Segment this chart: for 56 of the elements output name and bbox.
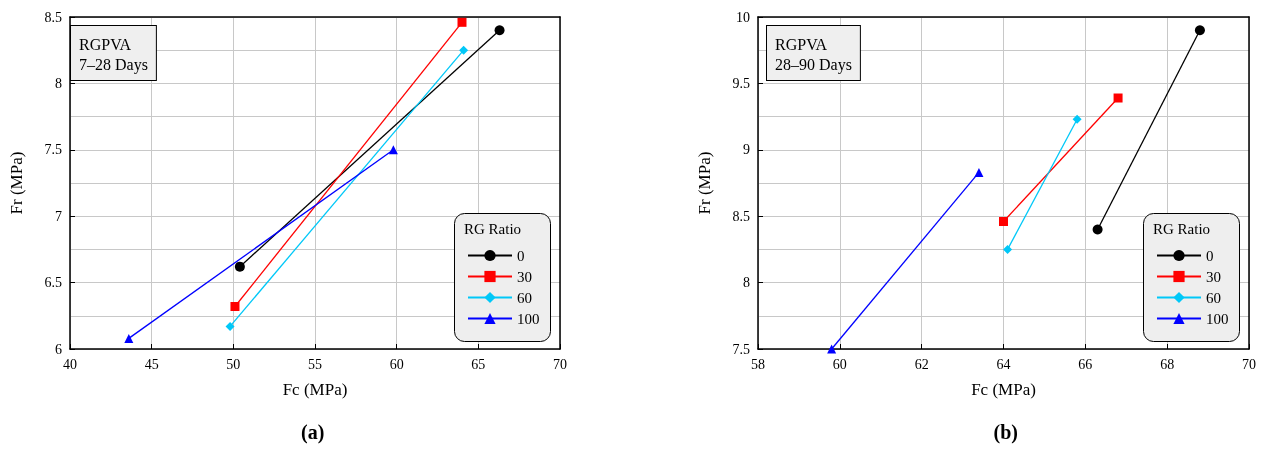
y-tick-label: 7.5	[732, 341, 750, 357]
x-tick-label: 65	[471, 356, 486, 372]
legend-title: RG Ratio	[464, 220, 522, 237]
x-tick-label: 70	[553, 356, 567, 372]
y-axis-title: Fr (MPa)	[695, 151, 714, 215]
y-tick-label: 10	[736, 9, 750, 25]
text: (b)	[993, 421, 1018, 444]
x-tick-label: 64	[996, 356, 1011, 372]
point	[999, 217, 1008, 227]
x-tick-label: 68	[1160, 356, 1175, 372]
x-tick-label: 66	[1078, 356, 1093, 372]
text: (a)	[301, 421, 325, 444]
y-tick-label: 8.5	[732, 208, 750, 224]
y-tick-label: 9	[743, 142, 750, 158]
x-tick-label: 55	[308, 356, 322, 372]
legend-label: 60	[1206, 289, 1221, 306]
point	[494, 25, 505, 36]
x-axis-title: Fc (MPa)	[282, 380, 348, 399]
x-tick-label: 50	[226, 356, 241, 372]
point	[1003, 244, 1013, 254]
point	[230, 302, 240, 311]
x-tick-label: 60	[832, 356, 847, 372]
annotation: RGPVA 28–90 Days	[775, 35, 852, 74]
y-tick-label: 6.5	[44, 275, 62, 291]
legend-label: 100	[1206, 310, 1229, 327]
legend-label: 100	[517, 310, 540, 327]
legend-label: 60	[517, 289, 532, 306]
y-tick-label: 6	[55, 341, 62, 357]
legend-label: 0	[1206, 247, 1214, 264]
x-tick-label: 45	[144, 356, 159, 372]
point	[1113, 93, 1123, 103]
legend-label: 30	[1206, 268, 1221, 285]
point	[1092, 224, 1103, 235]
annotation: RGPVA 7–28 Days	[79, 35, 148, 74]
x-tick-label: 40	[63, 356, 77, 372]
point	[1194, 25, 1205, 36]
point	[234, 261, 245, 272]
point	[459, 45, 469, 55]
point	[1072, 114, 1082, 124]
x-tick-label: 70	[1242, 356, 1256, 372]
x-axis-title: Fc (MPa)	[971, 380, 1036, 399]
y-tick-label: 7.5	[44, 142, 62, 158]
point	[457, 17, 467, 27]
y-tick-label: 9.5	[732, 75, 750, 91]
y-tick-label: 8	[55, 75, 62, 91]
legend-label: 30	[517, 268, 532, 285]
point	[225, 321, 235, 331]
x-tick-label: 62	[914, 356, 929, 372]
legend-label: 0	[517, 247, 525, 264]
y-axis-title: Fr (MPa)	[7, 151, 26, 215]
y-tick-label: 8	[743, 275, 750, 291]
x-tick-label: 60	[389, 356, 404, 372]
y-tick-label: 8.5	[44, 9, 62, 25]
x-tick-label: 58	[751, 356, 765, 372]
y-tick-label: 7	[55, 208, 62, 224]
legend-title: RG Ratio	[1153, 220, 1211, 237]
